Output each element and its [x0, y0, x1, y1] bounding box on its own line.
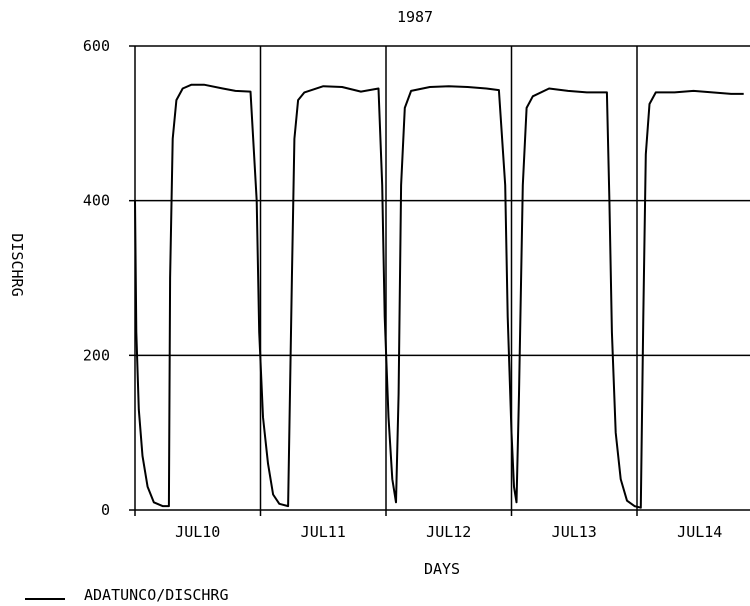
series-line	[134, 83, 744, 509]
x-tick-label: JUL10	[175, 523, 220, 541]
y-axis-label: DISCHRG	[8, 233, 26, 296]
legend-label: ADATUNCO/DISCHRG	[84, 586, 229, 604]
y-tick-label: 0	[101, 501, 110, 519]
legend: ADATUNCO/DISCHRG	[25, 586, 229, 604]
y-tick-label: 600	[83, 37, 110, 55]
x-tick-label: JUL13	[552, 523, 597, 541]
y-tick-label: 400	[83, 192, 110, 210]
y-tick-label: 200	[83, 346, 110, 364]
x-axis: JUL10 JUL11 JUL12 JUL13 JUL14	[135, 509, 750, 541]
x-axis-label: DAYS	[424, 560, 460, 578]
grid-lines	[135, 45, 750, 516]
x-tick-label: JUL14	[677, 523, 722, 541]
x-tick-label: JUL12	[426, 523, 471, 541]
chart-title: 1987	[397, 8, 433, 26]
x-tick-label: JUL11	[301, 523, 346, 541]
y-axis: 0 200 400 600	[83, 37, 136, 519]
